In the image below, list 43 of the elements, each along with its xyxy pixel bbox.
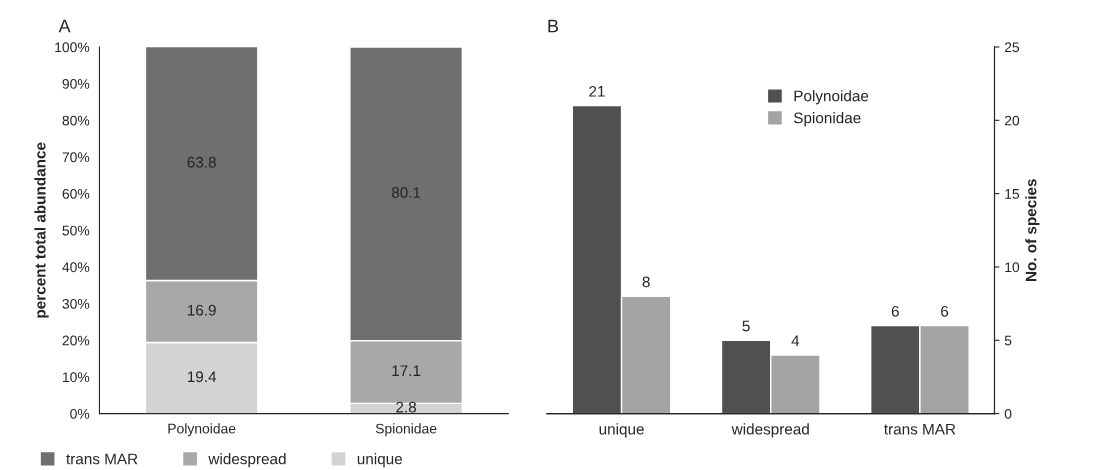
- y-tick-label: 100%: [55, 42, 90, 53]
- y2-tick-label: 25: [1004, 42, 1020, 53]
- y2-axis-title: No. of species: [1025, 179, 1040, 282]
- data-label: 6: [941, 305, 949, 317]
- chart-title: A: [58, 19, 71, 33]
- chart-title: B: [548, 19, 559, 33]
- y-tick-label: 20%: [62, 335, 90, 346]
- data-label: 19.4: [187, 371, 217, 383]
- legend-label: widespread: [208, 453, 286, 468]
- data-label: 16.9: [187, 304, 216, 316]
- legend-label: trans MAR: [66, 453, 138, 465]
- legend-label: Spionidae: [793, 112, 861, 127]
- x-tick-label: trans MAR: [884, 423, 956, 435]
- data-label: 2.8: [396, 401, 417, 413]
- legend-label: Polynoidae: [794, 90, 869, 105]
- y-axis-title: percent total abundance: [34, 142, 49, 318]
- data-label: 63.8: [187, 156, 216, 168]
- y-tick-label: 30%: [62, 298, 90, 309]
- y-tick-label: 90%: [62, 78, 90, 89]
- y2-tick-label: 20: [1004, 115, 1020, 126]
- y2-tick-label: 5: [1004, 335, 1012, 346]
- y-tick-label: 10%: [62, 372, 90, 383]
- y-tick-label: 0%: [70, 408, 90, 419]
- y-tick-label: 50%: [62, 225, 90, 236]
- y-tick-label: 40%: [62, 262, 90, 273]
- legend-label: unique: [357, 453, 403, 468]
- data-label: 4: [791, 335, 800, 346]
- y2-tick-label: 0: [1004, 408, 1012, 419]
- x-tick-label: Polynoidae: [168, 423, 236, 437]
- data-label: 80.1: [391, 187, 421, 198]
- y-tick-label: 60%: [62, 188, 90, 199]
- y-tick-label: 70%: [62, 152, 90, 163]
- data-label: 8: [642, 276, 650, 288]
- data-label: 5: [742, 320, 750, 332]
- data-label: 17.1: [392, 365, 421, 376]
- x-tick-label: unique: [599, 423, 644, 438]
- data-label: 21: [589, 85, 605, 97]
- y2-tick-label: 10: [1005, 262, 1020, 273]
- x-tick-label: Spionidae: [375, 423, 437, 437]
- y2-tick-label: 15: [1005, 189, 1020, 199]
- x-tick-label: widespread: [731, 423, 809, 438]
- y-tick-label: 80%: [62, 115, 90, 126]
- data-label: 6: [891, 305, 899, 317]
